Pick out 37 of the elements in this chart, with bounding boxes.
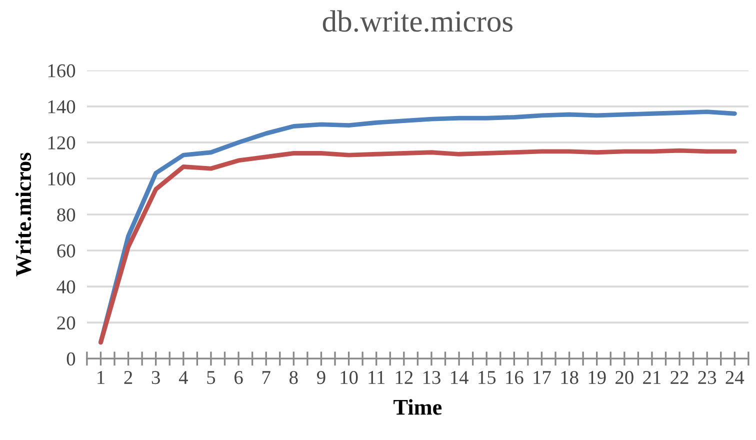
x-tick-label: 18 [561, 370, 578, 384]
y-tick-label: 100 [48, 172, 76, 186]
y-tick-label: 160 [48, 64, 76, 78]
x-tick-label: 4 [178, 371, 188, 384]
x-tick-label: 6 [234, 371, 243, 384]
x-tick-label: 3 [152, 371, 160, 384]
x-tick-label: 17 [534, 371, 551, 384]
y-tick-label: 20 [57, 316, 76, 330]
y-tick-label: 140 [48, 100, 76, 114]
x-tick-label: 19 [588, 371, 606, 384]
y-tick-label: 0 [66, 352, 76, 366]
y-tick-label: 80 [57, 208, 76, 222]
line-series [98, 148, 737, 345]
x-tick-label: 24 [726, 371, 744, 384]
x-tick-label: 2 [124, 371, 132, 384]
x-tick-label: 15 [478, 371, 496, 384]
x-axis-title: Time [394, 399, 442, 415]
y-tick-label: 120 [48, 136, 76, 150]
y-axis-title: Write.micros [15, 152, 32, 276]
x-tick-label: 1 [98, 371, 104, 384]
x-tick-label: 11 [368, 371, 385, 384]
x-tick-label: 23 [698, 371, 716, 384]
y-tick-label: 60 [57, 244, 76, 258]
x-tick-label: 9 [316, 371, 326, 384]
x-tick-label: 16 [506, 371, 524, 384]
x-tick-label: 13 [423, 371, 440, 384]
x-tick-label: 7 [262, 371, 270, 384]
x-tick-label: 5 [207, 371, 216, 384]
x-tick-label: 12 [396, 371, 413, 384]
chart-title: db.write.micros [322, 10, 512, 32]
x-tick-label: 22 [670, 371, 688, 384]
y-tick-label: 40 [56, 280, 76, 294]
x-tick-label: 20 [616, 370, 634, 384]
x-tick-label: 21 [643, 371, 661, 384]
x-tick-label: 10 [340, 370, 358, 384]
x-tick-label: 8 [290, 370, 298, 384]
x-tick-label: 14 [451, 371, 468, 384]
